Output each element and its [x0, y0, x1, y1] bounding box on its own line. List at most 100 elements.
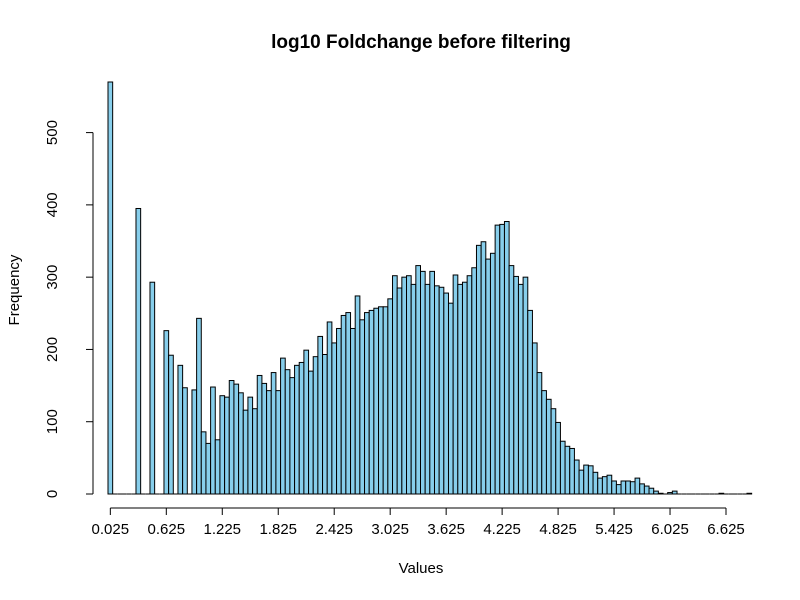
histogram-bars — [107, 81, 753, 495]
x-tick-label: 1.825 — [259, 521, 297, 538]
histogram-bar — [256, 374, 263, 495]
histogram-bar — [233, 383, 240, 495]
histogram-bar — [266, 390, 272, 495]
histogram-bar — [653, 490, 659, 495]
histogram-bar — [406, 275, 412, 495]
histogram-bar — [196, 317, 202, 495]
histogram-bar — [657, 492, 664, 495]
y-tick-label: 100 — [44, 409, 61, 434]
histogram-bar — [494, 224, 501, 495]
histogram-bar — [536, 372, 543, 495]
histogram-bar — [471, 267, 477, 495]
histogram-bar — [214, 439, 221, 495]
histogram-bar — [597, 477, 603, 495]
x-axis-label: Values — [399, 560, 444, 577]
histogram-bar — [135, 207, 142, 495]
histogram-bar — [611, 480, 617, 495]
histogram-bar — [433, 285, 440, 495]
histogram-bar — [364, 312, 370, 495]
histogram-bar — [457, 283, 463, 495]
y-tick-label: 200 — [44, 337, 61, 362]
histogram-bar — [326, 321, 333, 495]
histogram-bar — [615, 484, 622, 495]
x-tick-label: 4.825 — [539, 521, 577, 538]
histogram-bar — [238, 392, 244, 495]
histogram-bar — [261, 382, 268, 495]
histogram-bar — [378, 306, 384, 495]
histogram-bar — [620, 480, 627, 495]
chart-title: log10 Foldchange before filtering — [271, 32, 571, 53]
histogram-bar — [420, 270, 426, 495]
histogram-bar — [643, 485, 650, 495]
y-tick-label: 300 — [44, 265, 61, 290]
histogram-bar — [182, 387, 188, 495]
histogram-bar — [606, 474, 613, 495]
histogram-bar — [252, 408, 258, 495]
x-tick-label: 6.625 — [707, 521, 745, 538]
histogram-bar — [466, 275, 473, 495]
histogram-bar — [438, 286, 445, 495]
histogram-bar — [354, 295, 361, 495]
histogram-bar — [392, 275, 398, 495]
histogram-bar — [382, 306, 389, 495]
y-axis-label: Frequency — [6, 254, 23, 325]
histogram-bar — [545, 398, 552, 495]
histogram-bar — [634, 477, 641, 495]
x-axis: 0.025 0.625 1.225 1.825 2.425 3.025 3.625 4.225… — [92, 507, 745, 538]
x-tick-label: 0.025 — [92, 521, 130, 538]
histogram-bar — [284, 369, 291, 495]
histogram-bar — [373, 307, 380, 495]
histogram-bar — [569, 447, 575, 495]
histogram-bar — [648, 487, 655, 495]
histogram-bar — [452, 274, 459, 495]
histogram-bar — [280, 357, 286, 495]
histogram-bar — [485, 258, 491, 495]
histogram-bar — [541, 390, 547, 495]
histogram-bar — [564, 445, 571, 495]
histogram-bar — [746, 492, 753, 495]
histogram-bar — [401, 276, 408, 495]
histogram-bar — [671, 490, 678, 495]
histogram-bar — [303, 349, 310, 495]
y-tick-label: 500 — [44, 120, 61, 145]
histogram-bar — [168, 354, 174, 495]
histogram-bar — [368, 309, 375, 495]
histogram-bar — [298, 361, 305, 495]
histogram-bar — [587, 465, 594, 495]
histogram-bar — [210, 386, 216, 495]
histogram-bar — [163, 330, 170, 495]
histogram-bar — [447, 302, 454, 495]
histogram-bar — [242, 409, 249, 495]
histogram-bar — [555, 421, 561, 495]
histogram-bar — [200, 431, 207, 495]
histogram-bar — [461, 281, 468, 495]
histogram-bar — [578, 469, 585, 495]
histogram-bar — [443, 292, 449, 495]
y-axis: 0 100 200 300 400 500 — [44, 120, 94, 498]
y-tick-label: 400 — [44, 192, 61, 217]
histogram-bar — [475, 244, 482, 495]
histogram-bar — [228, 380, 235, 495]
histogram-bar — [396, 287, 403, 495]
histogram-bar — [191, 389, 198, 495]
histogram-bar — [625, 480, 631, 495]
histogram-bar — [503, 221, 510, 495]
histogram-bar — [424, 283, 431, 495]
x-tick-label: 3.025 — [371, 521, 409, 538]
histogram-bar — [345, 312, 352, 495]
histogram-bar — [270, 372, 277, 495]
x-tick-label: 3.625 — [427, 521, 465, 538]
x-tick-label: 5.425 — [595, 521, 633, 538]
histogram-bar — [322, 353, 328, 495]
histogram-bar — [639, 483, 645, 495]
histogram-bar — [667, 492, 673, 495]
histogram-bar — [527, 309, 533, 495]
histogram-bar — [289, 377, 296, 495]
histogram-bar — [294, 364, 300, 495]
histogram-bar — [522, 276, 529, 495]
histogram-bar — [205, 442, 212, 495]
histogram-bar — [629, 481, 636, 495]
x-tick-label: 2.425 — [315, 521, 353, 538]
histogram-bar — [275, 390, 282, 495]
